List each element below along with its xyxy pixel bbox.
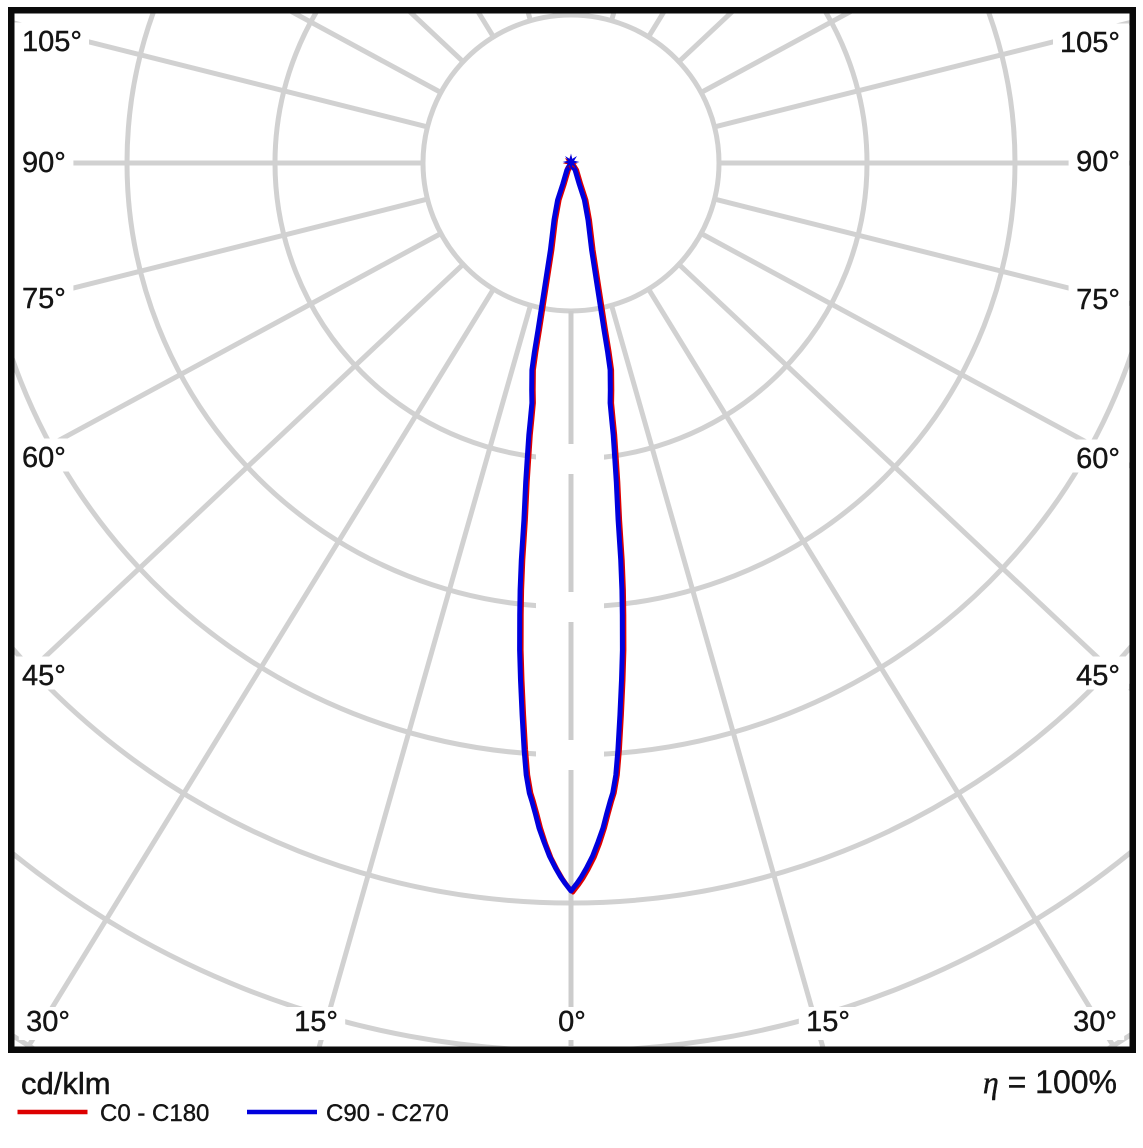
svg-text:75°: 75° (1076, 284, 1120, 316)
svg-text:30°: 30° (26, 1006, 70, 1038)
svg-text:105°: 105° (22, 26, 82, 58)
svg-text:60°: 60° (22, 442, 66, 474)
svg-text:30°: 30° (1073, 1006, 1117, 1038)
svg-text:45°: 45° (1076, 660, 1120, 692)
svg-text:90°: 90° (22, 147, 66, 179)
svg-text:105°: 105° (1060, 27, 1120, 59)
svg-text:cd/klm: cd/klm (21, 1066, 111, 1101)
svg-text:15°: 15° (294, 1006, 338, 1038)
svg-text:60°: 60° (1076, 443, 1120, 475)
svg-text:75°: 75° (22, 283, 66, 315)
svg-text:0°: 0° (558, 1006, 586, 1038)
svg-text:η = 100%: η = 100% (983, 1064, 1117, 1100)
svg-text:C90 - C270: C90 - C270 (326, 1100, 449, 1127)
svg-text:15°: 15° (806, 1006, 850, 1038)
svg-text:C0 - C180: C0 - C180 (100, 1100, 209, 1127)
svg-text:45°: 45° (22, 660, 66, 692)
svg-text:90°: 90° (1076, 146, 1120, 178)
